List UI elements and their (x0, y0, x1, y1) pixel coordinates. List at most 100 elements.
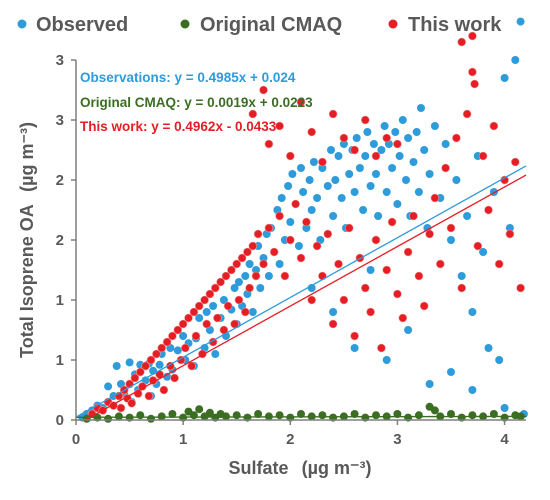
point-this-work (157, 343, 166, 353)
y-tick-label: 3 (56, 112, 64, 129)
point-observed (104, 382, 113, 391)
point-this-work (194, 301, 204, 311)
point-this-work (280, 271, 290, 281)
point-observed (382, 356, 391, 364)
point-observed (388, 164, 397, 172)
point-this-work (221, 271, 231, 281)
series-this-work (87, 31, 525, 419)
y-tick-label: 1 (56, 292, 64, 309)
point-observed (288, 170, 297, 178)
point-this-work (366, 307, 375, 317)
point-this-work (152, 349, 161, 359)
point-original-cmaq (168, 410, 177, 418)
x-tick-label: 3 (393, 431, 401, 448)
point-this-work (468, 31, 477, 41)
point-observed (425, 170, 434, 178)
point-observed (327, 146, 335, 154)
point-observed (195, 314, 204, 322)
point-observed (248, 308, 257, 316)
point-original-cmaq (372, 411, 380, 420)
point-this-work (334, 259, 343, 269)
point-this-work (202, 319, 211, 329)
point-this-work (360, 283, 370, 293)
point-observed (284, 182, 293, 190)
point-this-work (302, 217, 311, 227)
point-observed (511, 56, 520, 64)
point-observed (286, 218, 295, 226)
point-this-work (223, 301, 233, 311)
point-observed (234, 278, 243, 286)
point-observed (275, 260, 284, 268)
legend-marker-observed (17, 19, 27, 29)
legend-label-this-work: This work (408, 14, 502, 36)
x-axis-title: Sulfate (µg m⁻³) (229, 458, 372, 478)
point-observed (447, 236, 455, 244)
point-observed (245, 260, 254, 268)
point-observed (112, 362, 121, 370)
point-this-work (371, 151, 381, 161)
point-this-work (484, 205, 493, 215)
point-observed (393, 200, 402, 208)
point-original-cmaq (136, 411, 145, 420)
point-observed (155, 360, 164, 369)
x-axis-unit: (µg m⁻³) (302, 458, 372, 478)
point-this-work (245, 283, 254, 293)
point-this-work (339, 133, 349, 143)
point-this-work (146, 355, 156, 365)
point-original-cmaq (205, 408, 214, 417)
point-observed (447, 368, 455, 376)
point-this-work (494, 259, 504, 269)
point-observed (209, 302, 218, 310)
point-observed (307, 206, 316, 214)
point-this-work (130, 373, 140, 383)
point-observed (457, 272, 466, 280)
point-observed (404, 326, 413, 334)
point-original-cmaq (157, 412, 166, 421)
point-this-work (243, 247, 252, 257)
point-this-work (285, 235, 295, 245)
point-observed (402, 176, 410, 184)
point-observed (382, 188, 391, 196)
point-observed (374, 212, 383, 220)
point-observed (277, 194, 286, 202)
point-this-work (462, 109, 472, 119)
point-this-work (419, 301, 429, 311)
y-tick-label: 3 (56, 52, 64, 69)
point-observed (350, 344, 359, 352)
point-observed (302, 224, 311, 232)
point-observed (417, 104, 425, 112)
point-observed (309, 158, 318, 166)
point-observed (441, 140, 450, 148)
point-this-work (393, 139, 402, 149)
point-observed (339, 140, 348, 148)
point-original-cmaq (318, 411, 327, 420)
point-this-work (170, 373, 179, 383)
point-observed (163, 372, 172, 381)
point-this-work (516, 283, 525, 293)
point-this-work (360, 115, 370, 125)
point-observed (241, 272, 250, 280)
point-this-work (457, 37, 467, 47)
point-original-cmaq (254, 410, 263, 418)
fit-equation-observed: Observations: y = 0.4985x + 0.024 (80, 70, 296, 85)
point-this-work (398, 313, 408, 323)
point-this-work (184, 313, 193, 323)
point-observed (391, 128, 400, 136)
point-this-work (234, 295, 244, 305)
point-observed (323, 182, 332, 190)
point-this-work (227, 265, 236, 275)
point-observed (409, 158, 418, 166)
point-original-cmaq (232, 411, 241, 420)
point-this-work (248, 241, 258, 251)
x-tick-label: 4 (500, 431, 509, 448)
point-original-cmaq (414, 411, 423, 420)
point-this-work (253, 229, 263, 239)
point-this-work (178, 319, 188, 329)
point-observed (452, 176, 461, 184)
point-observed (363, 128, 372, 136)
point-observed (294, 242, 303, 250)
y-tick-label: 2 (56, 232, 64, 249)
point-this-work (232, 259, 241, 269)
point-this-work (339, 295, 349, 305)
point-this-work (136, 367, 145, 377)
